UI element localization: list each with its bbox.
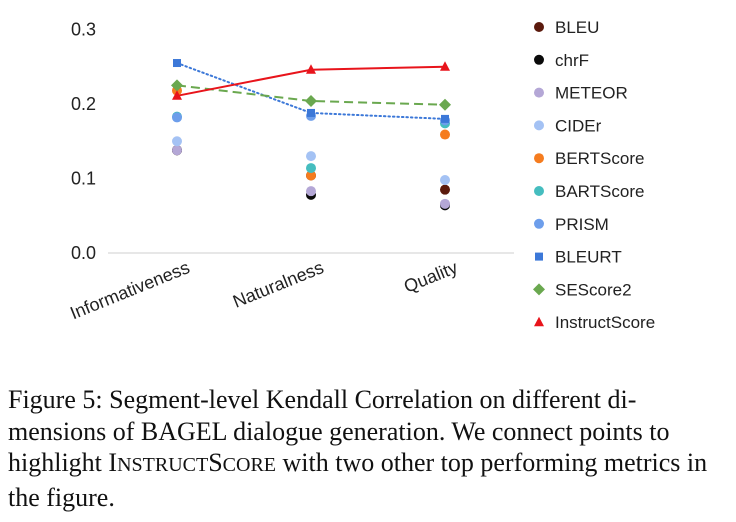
data-point-sescore2	[305, 95, 317, 108]
figure-caption: Figure 5: Segment-level Kendall Correlat…	[8, 384, 726, 513]
legend-marker-cider	[534, 120, 544, 131]
x-tick-label: Quality	[401, 257, 460, 297]
data-point-meteor	[306, 186, 316, 197]
legend-marker-sescore2	[533, 283, 545, 296]
data-point-bleurt	[173, 59, 181, 68]
y-tick-label: 0.3	[71, 20, 96, 40]
data-point-bleurt	[441, 114, 449, 123]
legend-marker-meteor	[534, 87, 544, 98]
legend-label-instructscore: InstructScore	[555, 313, 655, 332]
caption-suffix: with two other top performing metrics in…	[8, 448, 708, 512]
data-point-cider	[306, 151, 316, 162]
data-point-sescore2	[439, 98, 451, 111]
data-point-prism	[172, 112, 182, 123]
caption-prefix: Figure 5: Segment-level Kendall Correlat…	[8, 385, 670, 477]
legend-marker-prism	[534, 218, 544, 229]
y-tick-label: 0.0	[71, 243, 96, 263]
data-point-instructscore	[440, 61, 450, 71]
legend-marker-bleurt	[535, 252, 543, 261]
caption-smallcaps-2-big: S	[208, 448, 223, 477]
y-tick-label: 0.1	[71, 169, 96, 189]
data-point-bartscore	[306, 163, 316, 174]
data-point-bertscore	[306, 170, 316, 181]
data-point-bertscore	[440, 129, 450, 140]
data-point-bleu	[440, 184, 450, 195]
legend-label-prism: PRISM	[555, 215, 609, 234]
data-point-meteor	[440, 198, 450, 209]
legend-label-cider: CIDEr	[555, 116, 602, 135]
data-point-cider	[440, 174, 450, 185]
caption-smallcaps-2-small: CORE	[222, 454, 277, 476]
legend-label-bleu: BLEU	[555, 18, 599, 37]
legend-marker-chrf	[534, 54, 544, 65]
legend-label-sescore2: SEScore2	[555, 280, 632, 299]
x-tick-label: Naturalness	[230, 257, 327, 312]
x-tick-label: Informativeness	[67, 257, 192, 323]
y-tick-label: 0.2	[71, 94, 96, 114]
legend-marker-bleu	[534, 22, 544, 32]
legend-label-bleurt: BLEURT	[555, 248, 622, 267]
data-point-meteor	[172, 145, 182, 156]
data-point-instructscore	[306, 64, 316, 74]
legend-label-meteor: METEOR	[555, 84, 628, 103]
data-points	[171, 59, 451, 211]
kendall-correlation-chart: 0.0 0.1 0.2 0.3 Informativeness Naturalness Qu…	[67, 18, 655, 332]
legend-label-bartscore: BARTScore	[555, 182, 644, 201]
legend-label-chrf: chrF	[555, 51, 589, 70]
data-point-instructscore	[172, 90, 182, 100]
legend-marker-bertscore	[534, 153, 544, 164]
data-point-sescore2	[171, 79, 183, 92]
legend-marker-bartscore	[534, 186, 544, 196]
data-point-bleurt	[307, 108, 315, 117]
caption-smallcaps-1-small: NSTRUCT	[117, 454, 209, 476]
legend-label-bertscore: BERTScore	[555, 149, 644, 168]
legend-marker-instructscore	[534, 316, 544, 327]
caption-smallcaps-1-big: I	[108, 448, 118, 477]
legend: BLEU chrF METEOR CIDEr BERTScore BARTScore PRI…	[533, 18, 655, 332]
data-point-cider	[172, 136, 182, 147]
